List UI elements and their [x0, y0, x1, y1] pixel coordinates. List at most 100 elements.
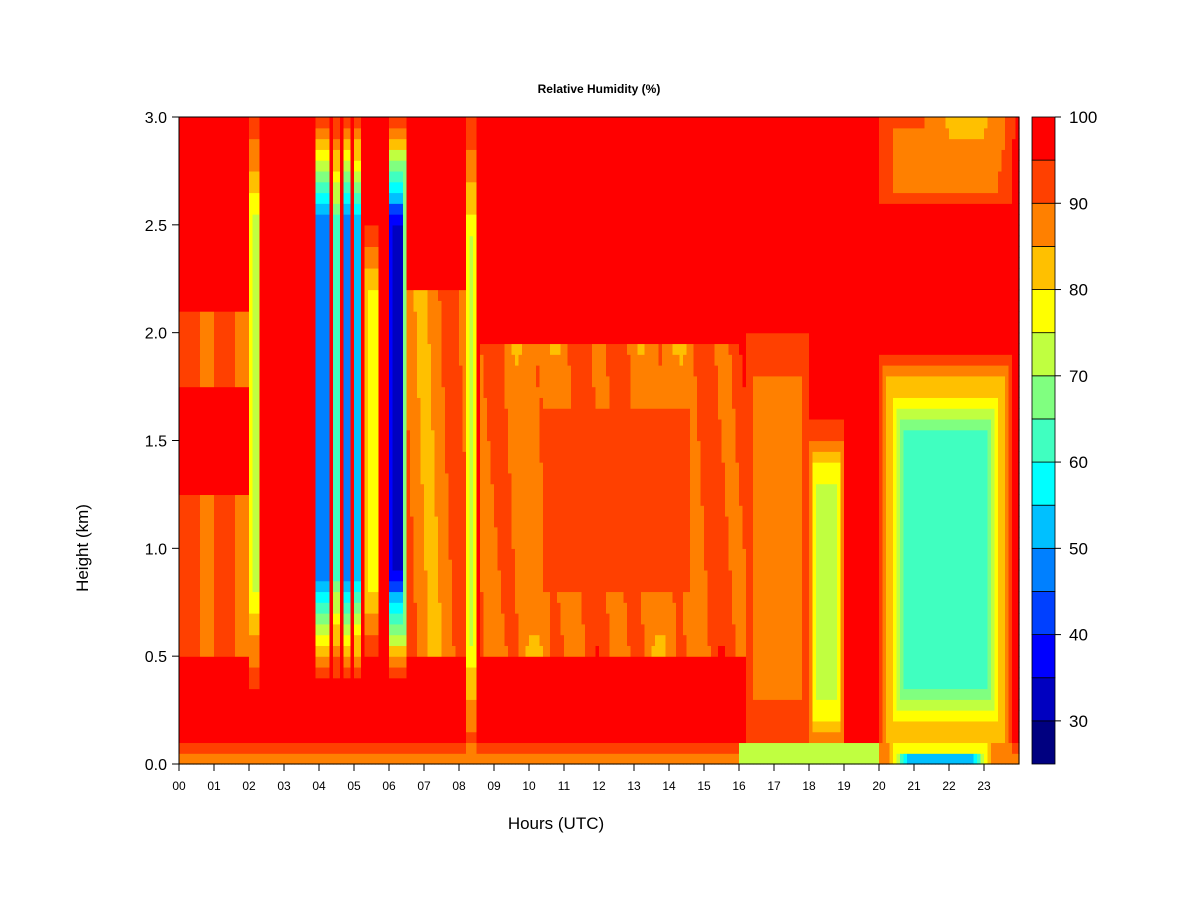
heatmap-cell — [322, 138, 327, 150]
heatmap-cell — [231, 214, 236, 226]
heatmap-cell — [364, 332, 369, 345]
heatmap-cell — [368, 591, 373, 603]
heatmap-cell — [466, 408, 471, 420]
heatmap-cell — [280, 170, 285, 183]
heatmap-cell — [322, 278, 327, 291]
heatmap-cell — [396, 613, 401, 625]
heatmap-cell — [312, 720, 317, 733]
heatmap-cell — [378, 278, 383, 291]
heatmap-cell — [322, 494, 327, 506]
heatmap-cell — [329, 300, 334, 312]
heatmap-cell — [284, 149, 289, 161]
heatmap-cell — [434, 418, 439, 431]
heatmap-cell — [361, 742, 366, 754]
heatmap-cell — [350, 203, 355, 215]
heatmap-cell — [266, 408, 271, 420]
heatmap-cell — [396, 645, 401, 657]
heatmap-cell — [231, 526, 236, 539]
heatmap-cell — [245, 591, 250, 603]
heatmap-cell — [179, 440, 184, 452]
heatmap-cell — [448, 170, 453, 183]
heatmap-cell — [459, 699, 464, 711]
heatmap-cell — [448, 591, 453, 603]
heatmap-cell — [315, 429, 320, 442]
heatmap-cell — [298, 559, 303, 571]
heatmap-cell — [399, 311, 404, 323]
heatmap-cell — [326, 645, 331, 657]
heatmap-cell — [385, 300, 390, 312]
heatmap-cell — [413, 375, 418, 388]
heatmap-cell — [382, 613, 387, 625]
heatmap-cell — [371, 634, 376, 646]
heatmap-cell — [200, 753, 205, 765]
heatmap-cell — [221, 645, 226, 657]
heatmap-cell — [193, 569, 198, 582]
heatmap-cell — [371, 602, 376, 614]
heatmap-cell — [375, 677, 380, 690]
heatmap-cell — [315, 278, 320, 291]
heatmap-cell — [441, 645, 446, 657]
heatmap-cell — [298, 742, 303, 754]
heatmap-cell — [382, 666, 387, 679]
heatmap-cell — [235, 203, 240, 215]
heatmap-cell — [312, 472, 317, 485]
heatmap-cell — [354, 267, 359, 280]
heatmap-cell — [203, 235, 208, 247]
heatmap-cell — [462, 170, 467, 183]
heatmap-cell — [434, 677, 439, 690]
heatmap-cell — [340, 645, 345, 657]
heatmap-cell — [329, 429, 334, 442]
heatmap-cell — [357, 656, 362, 668]
heatmap-cell — [403, 235, 408, 247]
heatmap-cell — [364, 160, 369, 172]
heatmap-cell — [448, 720, 453, 733]
heatmap-cell — [221, 505, 226, 517]
heatmap-cell — [375, 559, 380, 571]
heatmap-cell — [280, 537, 285, 549]
heatmap-cell — [179, 203, 184, 215]
heatmap-cell — [340, 375, 345, 388]
heatmap-cell — [312, 397, 317, 409]
heatmap-cell — [193, 548, 198, 560]
heatmap-cell — [375, 742, 380, 754]
heatmap-cell — [228, 677, 233, 690]
heatmap-cell — [298, 311, 303, 323]
heatmap-cell — [455, 203, 460, 215]
heatmap-cell — [259, 343, 264, 355]
heatmap-cell — [186, 127, 191, 140]
heatmap-cell — [217, 591, 222, 603]
heatmap-cell — [322, 408, 327, 420]
heatmap-cell — [357, 257, 362, 269]
heatmap-cell — [214, 408, 219, 420]
heatmap-cell — [347, 494, 352, 506]
heatmap-cell — [305, 602, 310, 614]
heatmap-cell — [396, 418, 401, 431]
heatmap-cell — [182, 138, 187, 150]
heatmap-cell — [280, 278, 285, 291]
heatmap-cell — [326, 526, 331, 539]
heatmap-cell — [221, 440, 226, 452]
heatmap-cell — [319, 451, 324, 463]
heatmap-cell — [319, 224, 324, 237]
heatmap-cell — [298, 548, 303, 560]
heatmap-cell — [266, 257, 271, 269]
heatmap-cell — [445, 418, 450, 431]
heatmap-cell — [319, 645, 324, 657]
heatmap-cell — [277, 451, 282, 463]
heatmap-cell — [441, 559, 446, 571]
heatmap-cell — [277, 127, 282, 140]
heatmap-cell — [389, 375, 394, 388]
heatmap-cell — [284, 483, 289, 496]
heatmap-cell — [200, 235, 205, 247]
heatmap-cell — [410, 526, 415, 539]
heatmap-cell — [228, 494, 233, 506]
heatmap-cell — [319, 138, 324, 150]
heatmap-cell — [193, 462, 198, 474]
heatmap-cell — [193, 440, 198, 452]
heatmap-cell — [364, 343, 369, 355]
heatmap-cell — [189, 289, 194, 301]
heatmap-cell — [396, 537, 401, 549]
heatmap-cell — [357, 666, 362, 679]
heatmap-cell — [427, 365, 432, 377]
heatmap-cell — [256, 289, 261, 301]
